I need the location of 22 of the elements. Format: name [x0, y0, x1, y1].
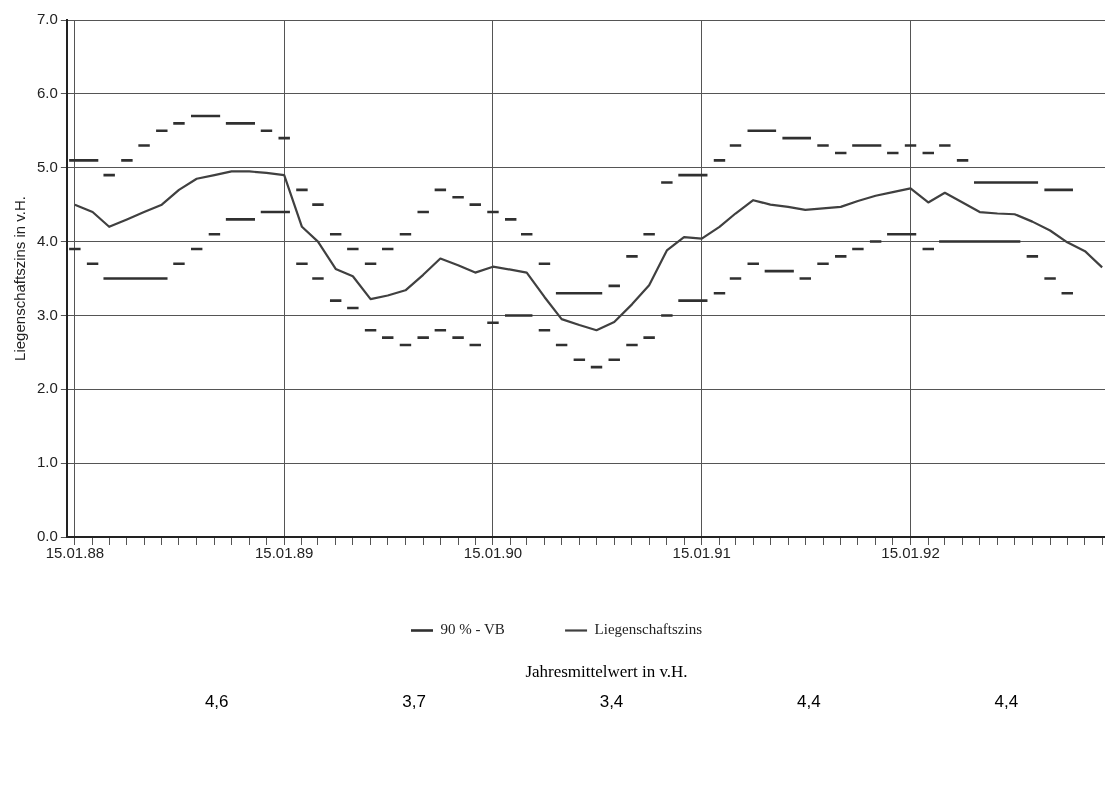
y-tick-label: 3.0 [36, 305, 58, 323]
y-tick-label: 1.0 [36, 453, 58, 471]
y-tick-label: 4.0 [36, 231, 58, 249]
x-tick-label: 15.01.92 [881, 544, 940, 562]
x-tick-label: 15.01.90 [463, 544, 523, 562]
text: 3,7 [401, 692, 427, 712]
y-tick-label: 5.0 [36, 157, 58, 175]
y-tick-label: 7.0 [36, 10, 58, 28]
legend-label: Liegenschaftszins [594, 621, 703, 638]
y-tick-label: 6.0 [36, 84, 58, 101]
legend-label: 90 % - VB [440, 621, 505, 638]
y-tick-label: 0.0 [36, 527, 58, 545]
x-tick-label: 15.01.91 [672, 544, 731, 562]
y-tick-label: 2.0 [36, 379, 58, 397]
x-tick-label: 15.01.88 [45, 544, 105, 562]
x-tick-label: 15.01.89 [255, 544, 314, 562]
text: 3,4 [598, 692, 625, 712]
text: 4,4 [796, 692, 822, 712]
y-axis-title: Liegenschaftszins in v.H. [11, 196, 29, 361]
text: 4,6 [203, 692, 230, 712]
text: 4,4 [993, 692, 1020, 712]
text: Jahresmittelwert in v.H. [524, 662, 689, 682]
